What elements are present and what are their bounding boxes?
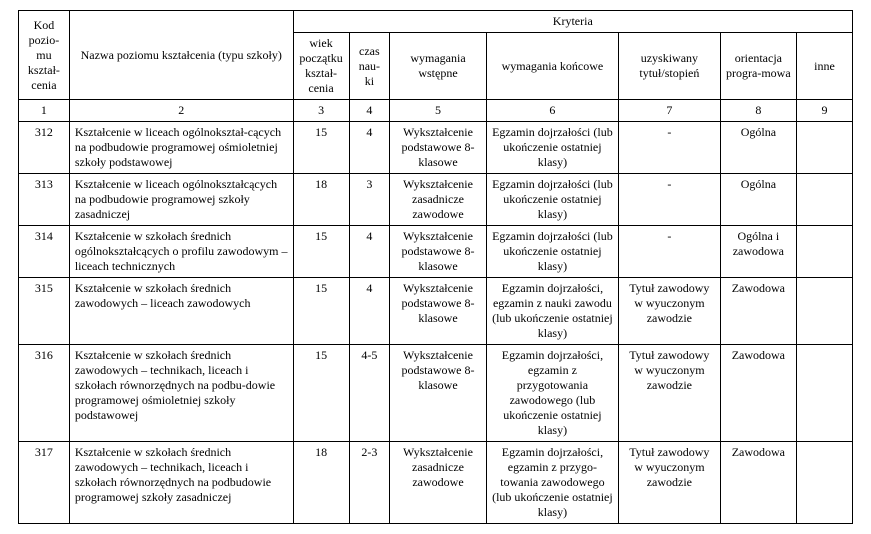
table-row: 316Kształcenie w szkołach średnich zawod… [19,345,853,442]
colnum-4: 4 [349,100,390,122]
cell-inne [796,278,852,345]
cell-czas: 2-3 [349,442,390,524]
header-kod: Kod pozio-mu kształ-cenia [19,11,70,100]
cell-czas: 4 [349,122,390,174]
cell-koncowe: Egzamin dojrzałości, egzamin z nauki zaw… [486,278,618,345]
cell-czas: 4 [349,226,390,278]
colnum-8: 8 [720,100,796,122]
cell-orient: Ogólna [720,122,796,174]
cell-orient: Ogólna i zawodowa [720,226,796,278]
cell-nazwa: Kształcenie w liceach ogólnokształcących… [69,174,293,226]
table-row: 312Kształcenie w liceach ogólnokształ-cą… [19,122,853,174]
cell-tytul: Tytuł zawodowy w wyuczonym zawodzie [619,442,721,524]
cell-wiek: 15 [293,278,349,345]
header-kryteria: Kryteria [293,11,852,33]
cell-wiek: 15 [293,122,349,174]
cell-tytul: - [619,226,721,278]
education-levels-table: Kod pozio-mu kształ-cenia Nazwa poziomu … [18,10,853,524]
cell-inne [796,345,852,442]
cell-kod: 313 [19,174,70,226]
cell-kod: 317 [19,442,70,524]
cell-wstepne: Wykształcenie podstawowe 8-klasowe [390,278,487,345]
cell-orient: Zawodowa [720,345,796,442]
cell-tytul: - [619,174,721,226]
cell-czas: 4-5 [349,345,390,442]
cell-nazwa: Kształcenie w liceach ogólnokształ-cącyc… [69,122,293,174]
cell-czas: 3 [349,174,390,226]
cell-wstepne: Wykształcenie podstawowe 8-klasowe [390,226,487,278]
cell-orient: Zawodowa [720,278,796,345]
cell-koncowe: Egzamin dojrzałości (lub ukończenie osta… [486,122,618,174]
cell-wstepne: Wykształcenie podstawowe 8-klasowe [390,345,487,442]
cell-czas: 4 [349,278,390,345]
cell-inne [796,226,852,278]
colnum-9: 9 [796,100,852,122]
cell-inne [796,174,852,226]
cell-tytul: Tytuł zawodowy w wyuczonym zawodzie [619,278,721,345]
header-orient: orientacja progra-mowa [720,33,796,100]
table-row: 314Kształcenie w szkołach średnich ogóln… [19,226,853,278]
cell-tytul: - [619,122,721,174]
colnum-1: 1 [19,100,70,122]
cell-kod: 314 [19,226,70,278]
colnum-6: 6 [486,100,618,122]
cell-wstepne: Wykształcenie zasadnicze zawodowe [390,174,487,226]
cell-nazwa: Kształcenie w szkołach średnich ogólnoks… [69,226,293,278]
cell-inne [796,122,852,174]
header-wiek: wiek początku kształ-cenia [293,33,349,100]
cell-kod: 316 [19,345,70,442]
colnum-5: 5 [390,100,487,122]
header-tytul: uzyskiwany tytuł/stopień [619,33,721,100]
colnum-2: 2 [69,100,293,122]
table-row: 317Kształcenie w szkołach średnich zawod… [19,442,853,524]
cell-koncowe: Egzamin dojrzałości, egzamin z przygo-to… [486,442,618,524]
cell-orient: Zawodowa [720,442,796,524]
table-body: 312Kształcenie w liceach ogólnokształ-cą… [19,122,853,524]
education-levels-table-page: Kod pozio-mu kształ-cenia Nazwa poziomu … [0,0,871,534]
cell-wiek: 15 [293,226,349,278]
header-nazwa: Nazwa poziomu kształcenia (typu szkoły) [69,11,293,100]
cell-nazwa: Kształcenie w szkołach średnich zawodowy… [69,442,293,524]
header-wstepne: wymagania wstępne [390,33,487,100]
header-koncowe: wymagania końcowe [486,33,618,100]
header-inne: inne [796,33,852,100]
cell-wstepne: Wykształcenie podstawowe 8-klasowe [390,122,487,174]
cell-nazwa: Kształcenie w szkołach średnich zawodowy… [69,345,293,442]
table-row: 315Kształcenie w szkołach średnich zawod… [19,278,853,345]
cell-nazwa: Kształcenie w szkołach średnich zawodowy… [69,278,293,345]
cell-tytul: Tytuł zawodowy w wyuczonym zawodzie [619,345,721,442]
table-row: 313Kształcenie w liceach ogólnokształcąc… [19,174,853,226]
cell-inne [796,442,852,524]
cell-koncowe: Egzamin dojrzałości (lub ukończenie osta… [486,174,618,226]
cell-wiek: 18 [293,442,349,524]
colnum-7: 7 [619,100,721,122]
cell-wiek: 18 [293,174,349,226]
cell-kod: 315 [19,278,70,345]
header-czas: czas nau-ki [349,33,390,100]
cell-koncowe: Egzamin dojrzałości, egzamin z przygotow… [486,345,618,442]
cell-wiek: 15 [293,345,349,442]
cell-orient: Ogólna [720,174,796,226]
cell-kod: 312 [19,122,70,174]
colnum-3: 3 [293,100,349,122]
cell-koncowe: Egzamin dojrzałości (lub ukończenie osta… [486,226,618,278]
cell-wstepne: Wykształcenie zasadnicze zawodowe [390,442,487,524]
